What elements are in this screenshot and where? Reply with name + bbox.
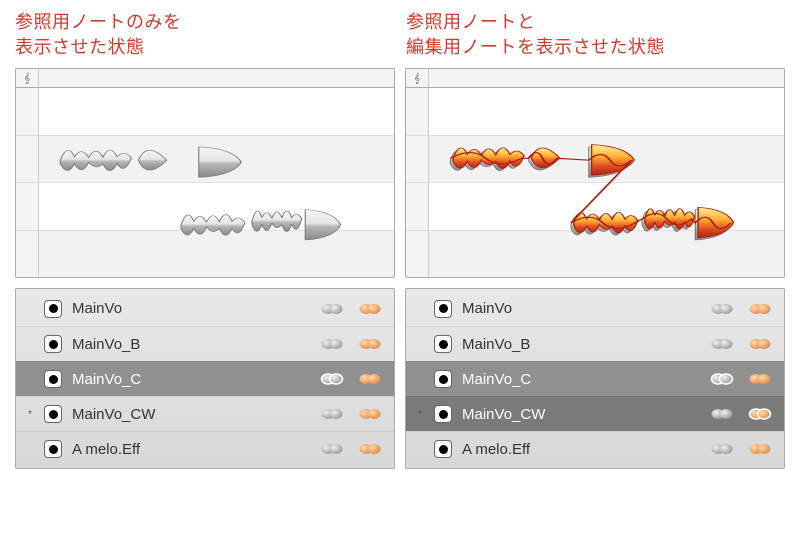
reference-blob-toggle[interactable] xyxy=(318,335,346,353)
reference-blob-toggle[interactable] xyxy=(708,440,736,458)
track-record-toggle[interactable] xyxy=(434,440,452,458)
reference-blob-toggle[interactable] xyxy=(708,405,736,423)
right-heading: 参照用ノートと 編集用ノートを表示させた状態 xyxy=(406,10,785,60)
reference-blob-toggle[interactable] xyxy=(318,405,346,423)
note-lanes[interactable] xyxy=(39,88,394,278)
edit-blob-toggle[interactable] xyxy=(746,440,774,458)
track-name: MainVo_CW xyxy=(462,406,698,423)
treble-clef-icon: 𝄞 xyxy=(406,69,429,87)
edit-blob-toggle[interactable] xyxy=(746,335,774,353)
track-name: MainVo_CW xyxy=(72,406,308,423)
left-heading-l1: 参照用ノートのみを xyxy=(15,12,182,32)
note-lanes[interactable] xyxy=(429,88,784,278)
track-list: MainVo MainVo_B xyxy=(405,288,785,469)
reference-blob-toggle[interactable] xyxy=(708,370,736,388)
right-heading-l1: 参照用ノートと xyxy=(406,12,536,32)
pitch-gutter xyxy=(406,88,429,278)
track-edited-marker: * xyxy=(26,409,34,420)
track-record-toggle[interactable] xyxy=(44,335,62,353)
right-panel: 𝄞 MainVo xyxy=(405,68,785,527)
track-record-toggle[interactable] xyxy=(44,370,62,388)
track-row[interactable]: MainVo xyxy=(406,291,784,326)
track-row[interactable]: * MainVo_CW xyxy=(406,396,784,431)
track-name: MainVo_B xyxy=(462,336,698,353)
track-row[interactable]: MainVo_C xyxy=(406,361,784,396)
edit-blob-toggle[interactable] xyxy=(356,370,384,388)
track-name: A melo.Eff xyxy=(462,441,698,458)
edit-blob-toggle[interactable] xyxy=(356,300,384,318)
track-list: MainVo MainVo_B xyxy=(15,288,395,469)
reference-blob-toggle[interactable] xyxy=(318,300,346,318)
treble-clef-icon: 𝄞 xyxy=(16,69,39,87)
track-row[interactable]: MainVo_C xyxy=(16,361,394,396)
reference-blob-toggle[interactable] xyxy=(318,440,346,458)
left-heading-l2: 表示させた状態 xyxy=(15,37,145,57)
left-panel: 𝄞 MainVo xyxy=(15,68,395,527)
track-row[interactable]: A melo.Eff xyxy=(16,431,394,466)
track-record-toggle[interactable] xyxy=(44,440,62,458)
track-name: A melo.Eff xyxy=(72,441,308,458)
edit-blob-toggle[interactable] xyxy=(746,405,774,423)
track-row[interactable]: MainVo_B xyxy=(406,326,784,361)
track-name: MainVo_B xyxy=(72,336,308,353)
track-row[interactable]: MainVo_B xyxy=(16,326,394,361)
edit-blob-toggle[interactable] xyxy=(356,440,384,458)
track-name: MainVo_C xyxy=(72,371,308,388)
reference-blob-toggle[interactable] xyxy=(708,300,736,318)
note-editor[interactable]: 𝄞 xyxy=(405,68,785,278)
pitch-gutter xyxy=(16,88,39,278)
track-name: MainVo xyxy=(72,300,308,317)
note-editor[interactable]: 𝄞 xyxy=(15,68,395,278)
track-edited-marker: * xyxy=(416,409,424,420)
track-record-toggle[interactable] xyxy=(44,300,62,318)
track-name: MainVo_C xyxy=(462,371,698,388)
right-heading-l2: 編集用ノートを表示させた状態 xyxy=(406,37,665,57)
track-row[interactable]: A melo.Eff xyxy=(406,431,784,466)
track-row[interactable]: MainVo xyxy=(16,291,394,326)
track-record-toggle[interactable] xyxy=(434,370,452,388)
left-heading: 参照用ノートのみを 表示させた状態 xyxy=(15,10,394,60)
reference-blob-toggle[interactable] xyxy=(708,335,736,353)
edit-blob-toggle[interactable] xyxy=(746,370,774,388)
track-record-toggle[interactable] xyxy=(434,335,452,353)
reference-blob-toggle[interactable] xyxy=(318,370,346,388)
track-row[interactable]: * MainVo_CW xyxy=(16,396,394,431)
edit-blob-toggle[interactable] xyxy=(356,335,384,353)
edit-blob-toggle[interactable] xyxy=(356,405,384,423)
track-record-toggle[interactable] xyxy=(434,405,452,423)
track-record-toggle[interactable] xyxy=(44,405,62,423)
track-name: MainVo xyxy=(462,300,698,317)
edit-blob-toggle[interactable] xyxy=(746,300,774,318)
track-record-toggle[interactable] xyxy=(434,300,452,318)
